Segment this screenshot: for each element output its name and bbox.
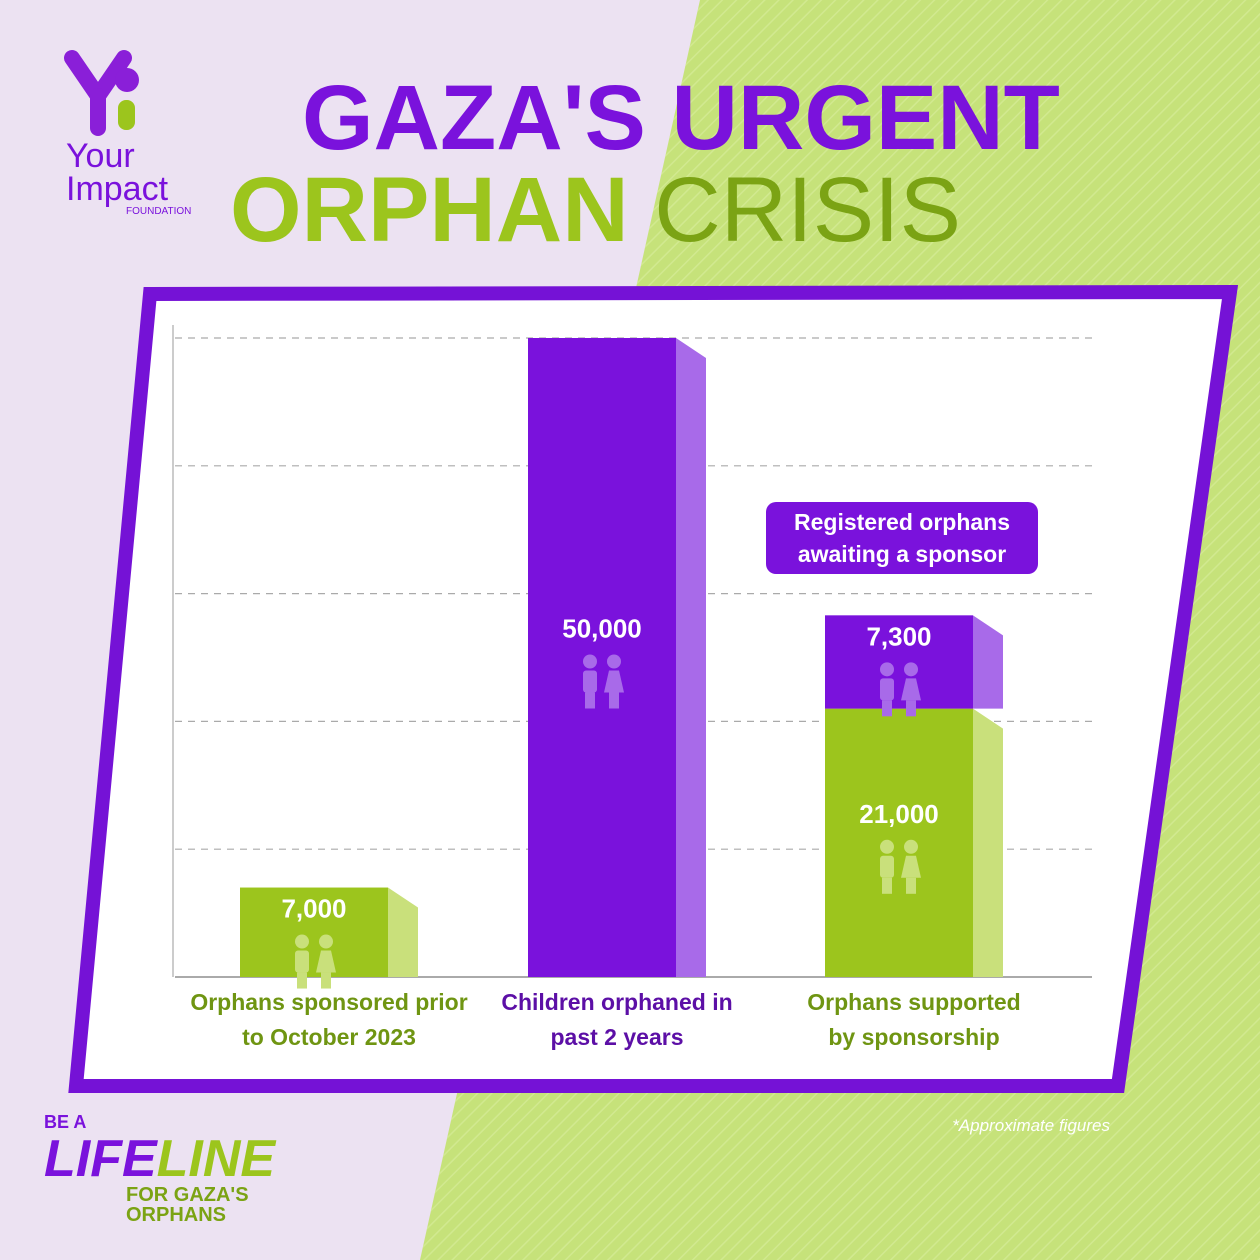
icon-legs [585, 692, 595, 709]
bar [240, 887, 388, 977]
value-label: 50,000 [562, 614, 642, 644]
icon-body [880, 678, 894, 701]
tagline-text: LINE [156, 1130, 276, 1188]
icon-body [604, 670, 624, 693]
icon-head [583, 654, 597, 669]
tagline-text: LIFE [44, 1130, 157, 1188]
icon-body [295, 950, 309, 973]
title-line1: GAZA'S URGENT [302, 67, 1060, 169]
people-icon [583, 654, 624, 709]
bar-side [973, 708, 1003, 977]
footnote: *Approximate figures [952, 1116, 1110, 1135]
icon-body [583, 670, 597, 693]
icon-legs [882, 700, 892, 717]
people-icon [295, 934, 336, 989]
icon-head [904, 839, 918, 854]
bar-side [973, 615, 1003, 709]
value-label: 21,000 [859, 799, 939, 829]
value-label: 7,000 [281, 894, 346, 924]
annotation: Registered orphans awaiting a sponsor [794, 509, 1010, 567]
bar-side [676, 338, 706, 977]
icon-legs [321, 972, 331, 989]
icon-body [901, 678, 921, 701]
icon-body [316, 950, 336, 973]
value-label: 7,300 [866, 621, 931, 651]
tagline: BE A LIFELINE FOR GAZA'S ORPHANS [44, 1112, 275, 1225]
logo-dot [115, 68, 139, 92]
icon-head [904, 662, 918, 677]
people-icon [880, 662, 921, 717]
bar-side [388, 887, 418, 977]
icon-head [607, 654, 621, 669]
logo-line: Your [66, 137, 135, 175]
people-icon [880, 839, 921, 894]
tagline-text: BE A [44, 1112, 87, 1132]
tagline-text: ORPHANS [126, 1204, 227, 1226]
icon-legs [609, 692, 619, 709]
title: GAZA'S URGENT ORPHAN CRISIS [230, 72, 1130, 256]
icon-legs [906, 877, 916, 894]
x-tick-label: Children orphaned in past 2 years [501, 989, 733, 1050]
logo-line: Impact [66, 170, 169, 208]
annotation-box: Registered orphans awaiting a sponsor [766, 502, 1038, 574]
icon-head [319, 934, 333, 949]
logo-text: Your Impact FOUNDATION [66, 137, 192, 218]
bar [825, 615, 973, 709]
title-word: ORPHAN [230, 159, 629, 261]
title-word: CRISIS [654, 159, 961, 261]
x-tick-label: Orphans supported by sponsorship [807, 989, 1021, 1050]
icon-head [880, 839, 894, 854]
x-tick-label: Orphans sponsored prior to October 2023 [190, 989, 468, 1050]
icon-legs [297, 972, 307, 989]
tagline-text: FOR GAZA'S [126, 1184, 249, 1206]
icon-head [295, 934, 309, 949]
icon-body [901, 855, 921, 878]
logo-i [118, 100, 135, 130]
icon-legs [906, 700, 916, 717]
icon-head [880, 662, 894, 677]
bar [825, 708, 973, 977]
logo-sub: FOUNDATION [126, 206, 192, 217]
logo-mark [64, 50, 139, 136]
bar [528, 338, 676, 977]
icon-body [880, 855, 894, 878]
icon-legs [882, 877, 892, 894]
